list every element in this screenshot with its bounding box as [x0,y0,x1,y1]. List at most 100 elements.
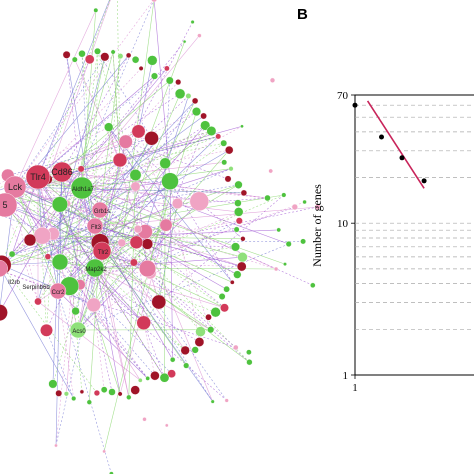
network-node [112,152,128,168]
network-node [268,168,274,174]
network-edge [42,235,186,351]
network-node [220,139,228,147]
network-node [233,270,242,279]
network-node [233,226,240,233]
network-edge [99,242,213,402]
network-edge [119,21,193,161]
network-node [33,226,51,245]
network-edge [0,131,139,188]
network-edge [57,211,239,292]
network-node [92,241,112,261]
network-node [210,307,221,318]
network-node [182,39,187,44]
network-node [79,389,85,394]
network-node [189,191,210,212]
network-node [94,47,101,55]
gene-label: Tlr2 [98,250,109,256]
network-edge [133,246,236,263]
gene-label: Flt3 [91,225,102,231]
network-node [237,252,248,263]
network-node [191,97,199,105]
network-node [150,72,158,80]
network-node [164,423,169,428]
network-node [34,297,42,306]
network-node [85,258,105,278]
network-edge [77,224,167,331]
network-edge [42,179,48,236]
network-edge [4,111,197,206]
network-node [159,157,171,170]
network-edge [99,209,165,378]
network-edge [47,0,111,180]
network-node [207,326,215,334]
network-node [125,52,132,59]
network-edge [0,214,103,252]
plot-gridlines [355,104,474,330]
network-node [138,260,156,278]
network-node [240,189,248,197]
network-edge [135,186,144,323]
network-node [310,282,316,288]
network-edge [66,54,96,227]
network-edge [147,243,227,290]
network-edge [47,100,196,257]
network-node [190,20,195,25]
network-gene-labels: Tlr4 Lck Cd86 Aldh1a7 Grb1s Flt3 Tlr2 Map2k2 Il2… [2,167,110,335]
network-edge [81,168,232,189]
network-node [25,164,51,190]
network-edge [29,239,94,306]
network-node [51,161,73,183]
network-node [191,346,199,354]
network-edge [77,211,239,331]
network-edge [158,80,171,303]
network-node [86,297,101,313]
network-node [223,285,230,293]
network-node [77,165,85,173]
network-node [129,235,144,250]
network-node [224,175,232,183]
network-node [51,196,68,213]
network-edge [55,171,63,446]
network-edge [94,168,232,227]
gene-label: Aldh1a7 [72,187,95,193]
network-edge [37,0,110,178]
network-edge [0,176,39,191]
network-edge [9,195,211,330]
network-node [84,54,95,65]
network-edge [0,270,94,306]
network-edge [94,225,242,267]
network-node [285,240,292,247]
network-edge [80,51,114,169]
network-edge [40,0,111,185]
network-node [70,176,94,200]
gene-label: Il2rb [8,280,20,286]
network-node [110,49,116,55]
network-edge [37,301,141,381]
network-node [51,253,69,271]
gene-label: Map2k2 [85,267,107,273]
network-edge [94,267,144,323]
y-tick-label: 10 [337,218,349,230]
network-node [194,337,205,347]
network-edge [138,131,211,330]
network-edge [61,171,81,285]
network-node [136,315,151,330]
network-node [264,194,271,202]
network-edge [37,178,47,331]
network-edge [128,174,136,398]
network-edge [59,56,106,263]
network-edge [14,0,154,188]
network-node [49,282,67,300]
network-edge [14,186,137,243]
x-axis-ticks: 1 [352,375,358,394]
network-edge [57,290,74,399]
network-node [23,233,37,247]
network-node [147,55,158,66]
network-node [108,388,116,396]
network-node [71,56,78,63]
network-edge [46,330,74,399]
network-edge [61,80,170,173]
network-node [240,236,246,242]
network-edge [94,206,318,227]
network-node [71,396,77,402]
